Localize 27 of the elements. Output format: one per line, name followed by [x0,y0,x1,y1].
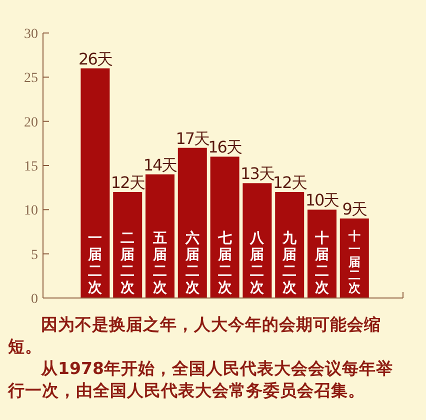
x-tick-label: 一届二次 [87,230,104,296]
x-tick-label: 八届二次 [249,230,266,296]
x-tick-label: 九届二次 [282,230,298,296]
x-tick-label: 五届二次 [152,230,168,296]
y-tick-label: 25 [24,71,38,86]
data-label: 9天 [342,200,368,218]
data-label: 10天 [305,190,340,210]
data-label: 12天 [110,173,146,192]
y-tick-label: 0 [31,292,38,307]
x-tick-label: 十一届二次 [347,229,362,295]
data-label: 16天 [208,138,242,157]
x-tick-label: 十届二次 [314,230,330,296]
x-tick-label: 七届二次 [216,230,233,296]
text: 因为不是换届之年，人大今年的会期可能会缩短。 [8,314,382,358]
y-tick-label: 10 [24,204,38,219]
y-tick-label: 5 [31,248,38,263]
y-tick-label: 15 [24,160,38,174]
data-label: 14天 [143,155,178,174]
data-label: 12天 [272,173,308,192]
data-label: 26天 [78,49,113,68]
text: 从1978年开始，全国人民代表大会会议每年举行一次，由全国人民代表大会常务委员会召集。 [8,358,394,402]
y-tick-label: 20 [24,115,38,130]
x-tick-label: 二届二次 [120,230,136,296]
y-tick-label: 30 [24,27,38,42]
x-tick-label: 六届二次 [184,230,200,296]
data-label: 13天 [240,164,275,184]
data-label: 17天 [176,128,210,148]
